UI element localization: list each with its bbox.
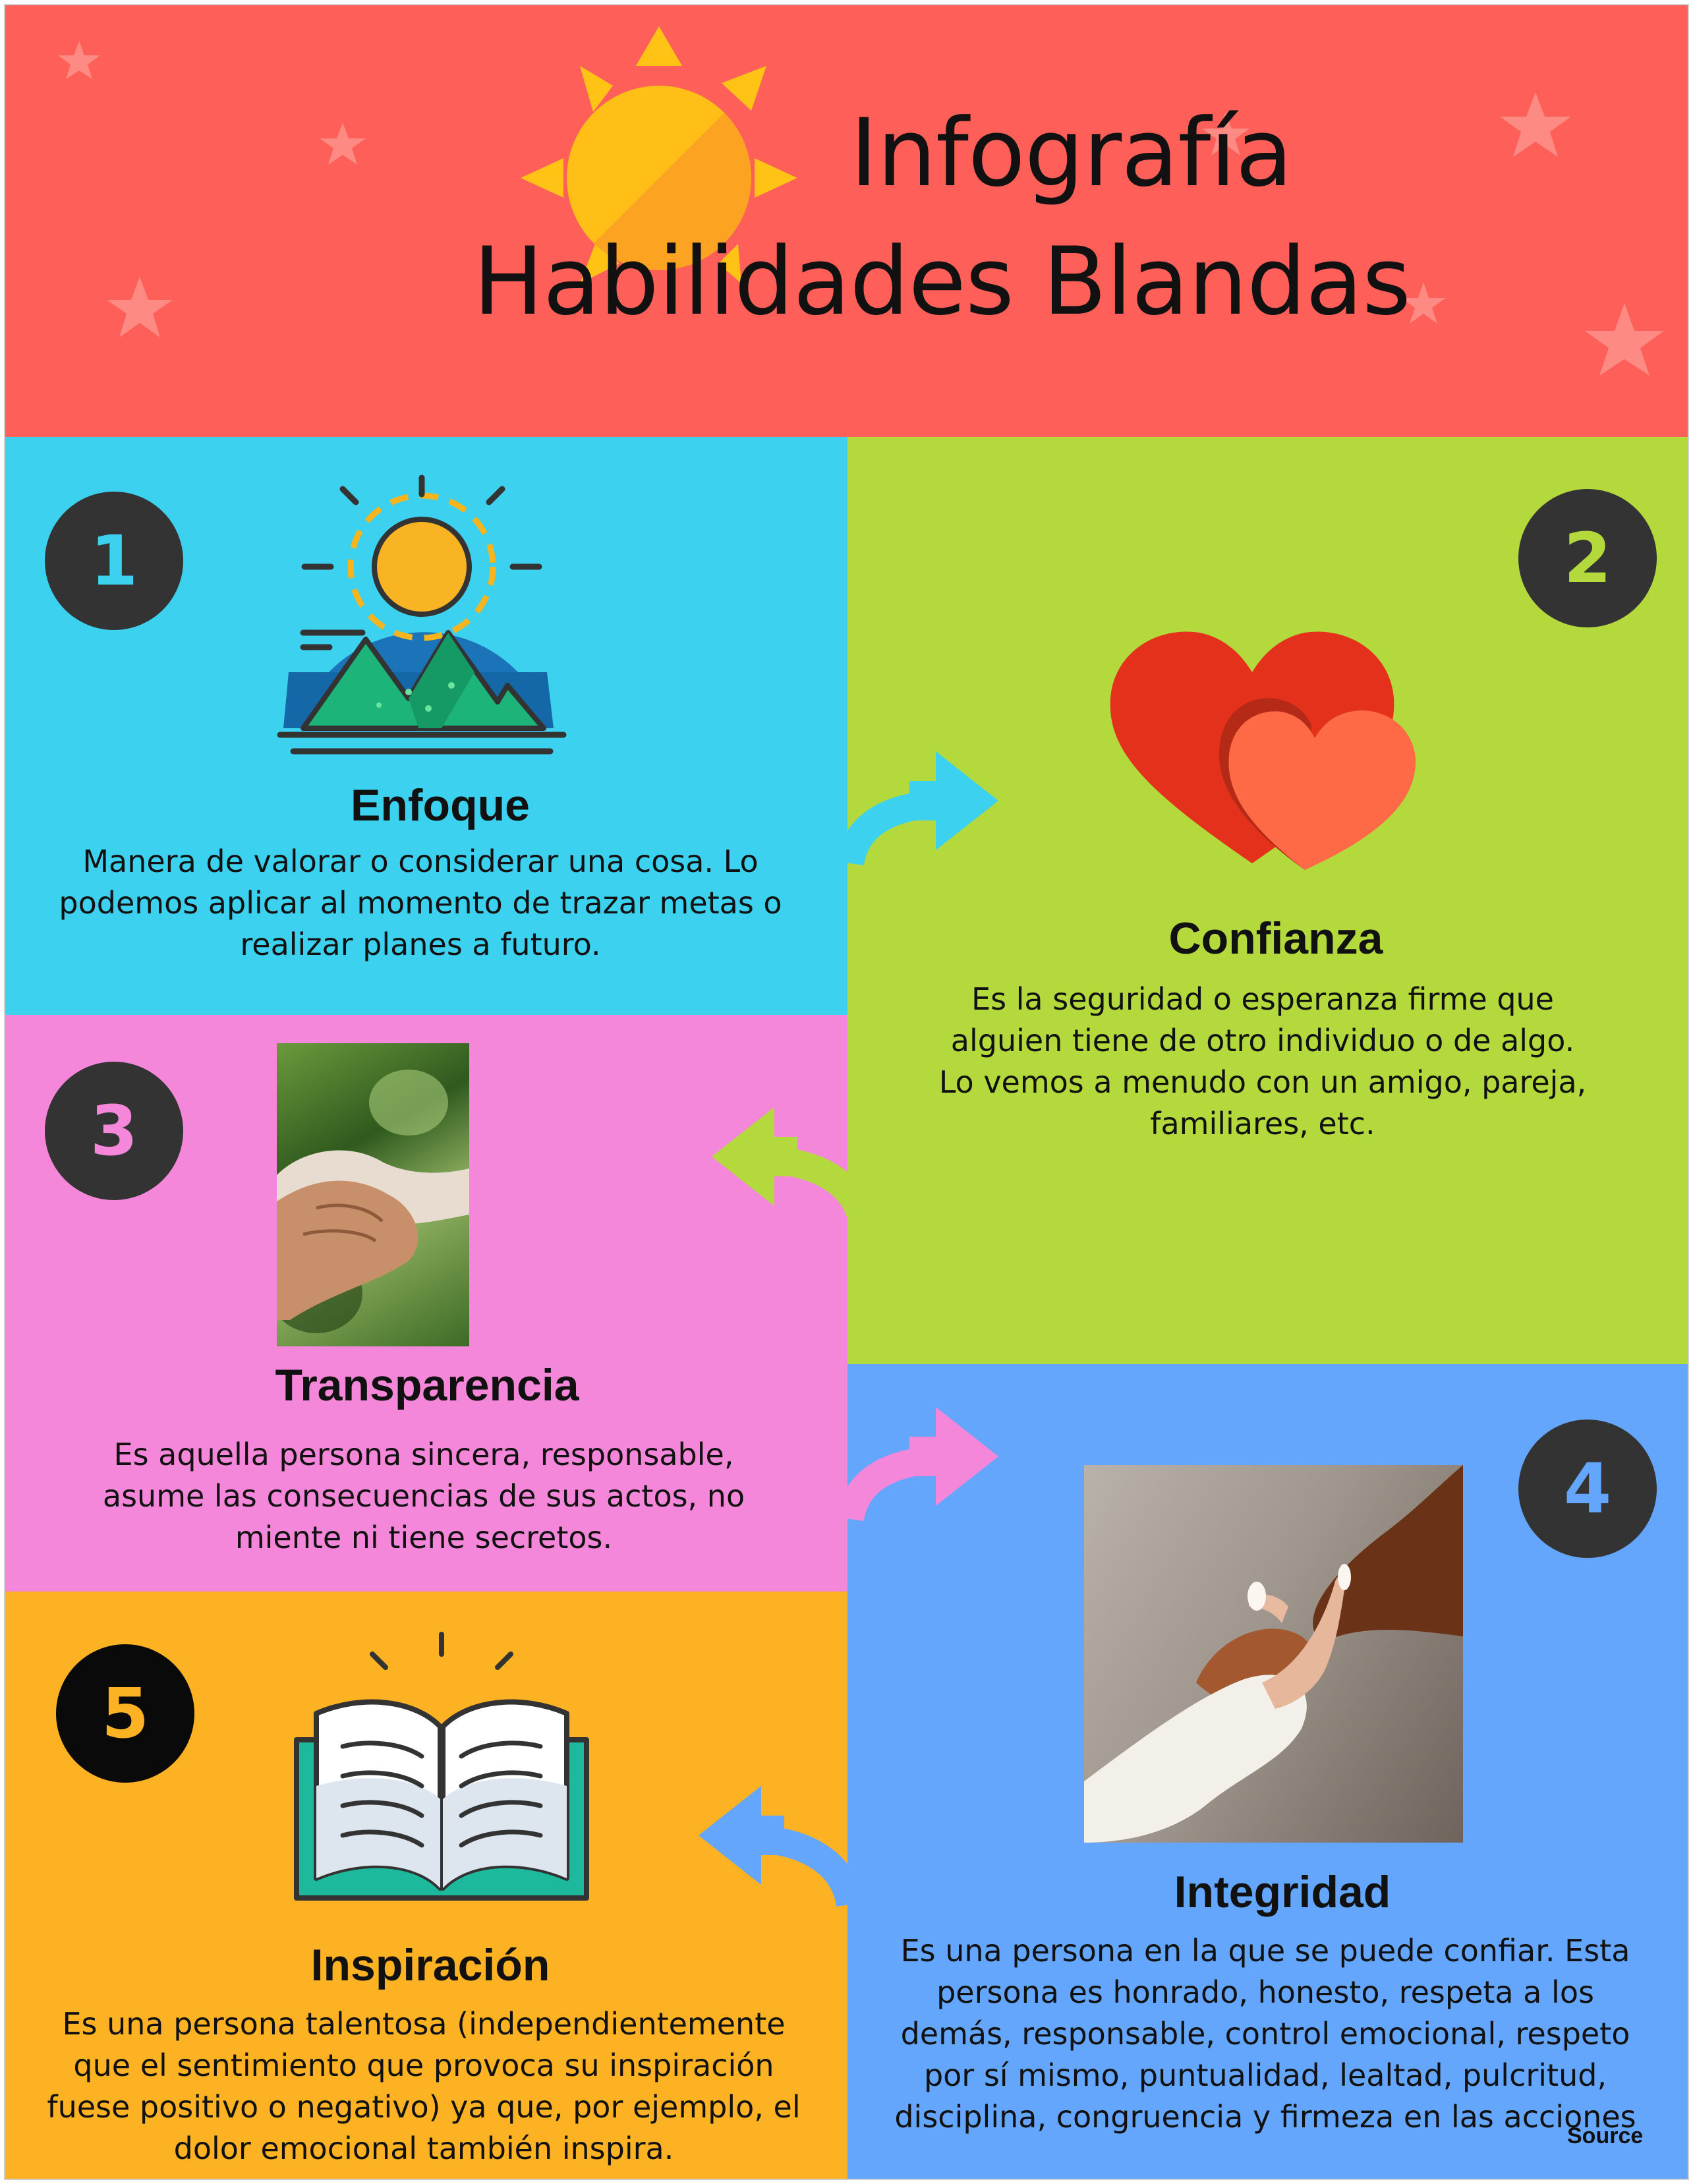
section-text-integridad: Es una persona en la que se puede confia… (894, 1933, 1636, 2135)
title-line-2: Habilidades Blandas (473, 227, 1411, 336)
header-banner (5, 5, 1688, 437)
holding-hands-photo (277, 1043, 469, 1346)
badge-5: 5 (56, 1644, 194, 1783)
badge-1: 1 (45, 492, 183, 630)
title-line-1: Infografía (850, 99, 1293, 208)
section-title-integridad: Integridad (1174, 1867, 1391, 1917)
badge-3: 3 (45, 1062, 183, 1200)
section-text-inspiracion: Es una persona talentosa (independientem… (47, 2006, 801, 2166)
star-icon (58, 41, 100, 79)
section-text-enfoque: Manera de valorar o considerar una cosa.… (59, 844, 782, 962)
section-text-transparencia: Es aquella persona sincera, responsable,… (102, 1437, 745, 1555)
star-icon (1401, 282, 1446, 324)
two-hearts-icon (1110, 631, 1416, 870)
open-book-icon (294, 1632, 589, 1901)
page-frame (4, 4, 1689, 2180)
star-icon (320, 123, 366, 165)
sunrise-mountain-icon (277, 474, 567, 755)
sun-icon (521, 26, 797, 283)
section-title-transparencia: Transparencia (275, 1360, 579, 1410)
section-title-inspiracion: Inspiración (310, 1940, 550, 1990)
arrow-right-icon (836, 751, 998, 867)
section-text-confianza: Es la seguridad o esperanza firme que al… (938, 981, 1587, 1141)
header-stars (58, 41, 1664, 376)
arrow-left-icon (699, 1786, 864, 1908)
section-title-enfoque: Enfoque (351, 780, 530, 830)
arrow-right-icon (836, 1407, 998, 1522)
badge-2: 2 (1518, 489, 1657, 627)
section-title-confianza: Confianza (1168, 913, 1383, 963)
star-icon (107, 277, 173, 337)
hand-and-paw-photo (1084, 1465, 1463, 1843)
star-icon (1500, 92, 1571, 157)
source-link[interactable]: Source (1567, 2123, 1644, 2148)
badge-4: 4 (1518, 1420, 1657, 1558)
star-icon (1585, 303, 1664, 376)
star-icon (1202, 112, 1249, 156)
arrow-left-icon (712, 1107, 877, 1229)
